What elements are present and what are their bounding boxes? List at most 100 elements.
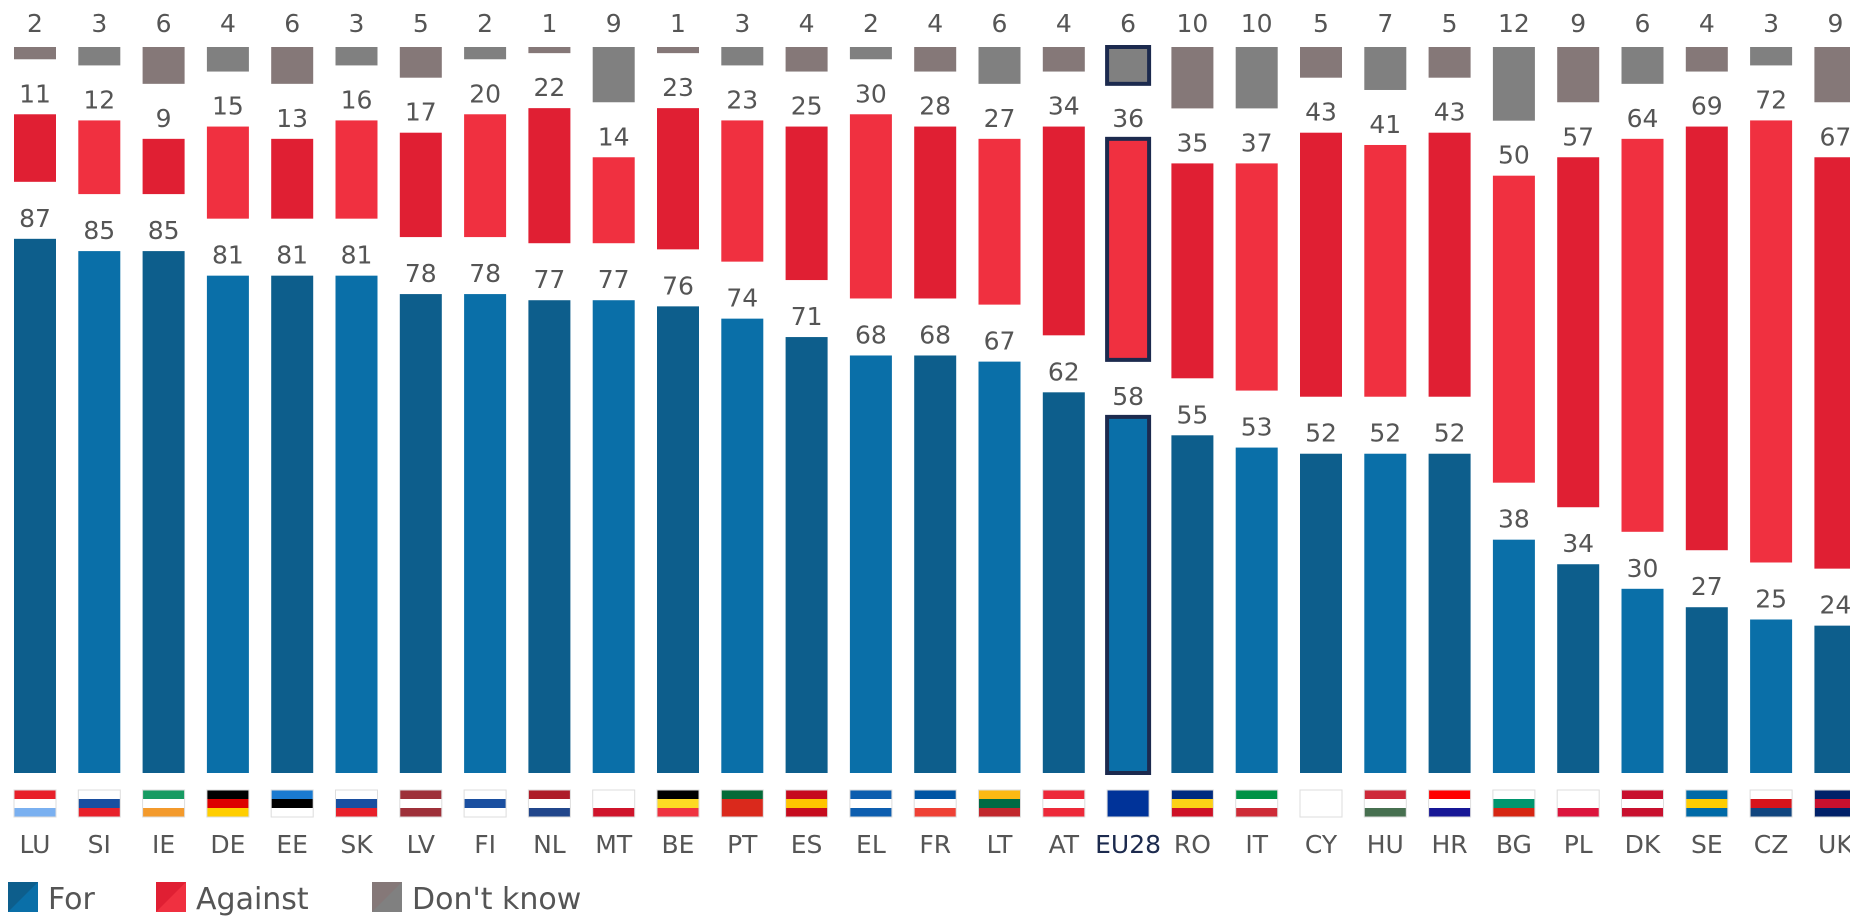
value-label: 30: [855, 79, 887, 108]
x-tick-label: IT: [1245, 830, 1268, 859]
value-label: 81: [341, 241, 373, 270]
flag: [1171, 790, 1214, 799]
flag-border: [1685, 789, 1729, 818]
flag-border: [527, 789, 571, 818]
flag-border: [1042, 789, 1086, 818]
bar-for: [914, 355, 957, 773]
flag: [978, 790, 1021, 799]
bar-dont-know: [1300, 47, 1342, 78]
bar-against: [1235, 163, 1278, 391]
flag-border: [720, 789, 764, 818]
bar-against: [721, 120, 764, 262]
bar-dont-know: [1557, 47, 1600, 103]
flag: [1621, 790, 1664, 799]
value-label: 27: [984, 104, 1016, 133]
bar-for: [464, 294, 507, 773]
flag-border: [335, 789, 378, 818]
bar-dont-know: [849, 47, 892, 60]
bar-for: [399, 294, 442, 773]
value-label: 50: [1498, 141, 1530, 170]
bar-dont-know: [335, 47, 378, 66]
x-tick-label: CY: [1305, 830, 1338, 859]
value-label: 87: [19, 204, 51, 233]
flag: [657, 799, 699, 808]
flag: [657, 790, 699, 799]
flag: [1814, 808, 1850, 817]
value-label: 58: [1112, 382, 1144, 411]
bar-dont-know: [399, 47, 442, 78]
value-label: 57: [1562, 122, 1594, 151]
value-label: 43: [1305, 98, 1337, 127]
flag: [721, 790, 764, 799]
bar-for: [1621, 588, 1664, 773]
flag: [1750, 790, 1793, 799]
x-tick-label: FI: [474, 830, 496, 859]
value-label: 37: [1241, 128, 1273, 157]
x-tick-label: EL: [856, 830, 886, 859]
bar-dont-know: [1171, 47, 1214, 109]
x-tick-label: AT: [1049, 830, 1080, 859]
flag: [785, 808, 828, 817]
bar-for: [1042, 392, 1085, 773]
bar-dont-know: [464, 47, 507, 60]
flag: [1492, 808, 1535, 817]
value-label: 22: [533, 73, 565, 102]
value-label: 5: [1442, 9, 1458, 38]
bar-for: [657, 306, 699, 773]
x-tick-label: FR: [919, 830, 951, 859]
flag-border: [13, 789, 57, 818]
flag: [335, 808, 378, 817]
bar-for: [849, 355, 892, 773]
bar-dont-know: [1814, 47, 1850, 103]
flag: [1171, 808, 1214, 817]
flag: [528, 808, 571, 817]
flag: [1750, 799, 1793, 808]
flag: [528, 799, 571, 808]
bar-against: [657, 108, 699, 250]
value-label: 38: [1498, 505, 1530, 534]
value-label: 16: [341, 85, 373, 114]
flag: [1814, 790, 1850, 799]
bar-for: [1750, 619, 1793, 773]
flag: [1171, 799, 1214, 808]
bar-dont-know: [721, 47, 764, 66]
flag-border: [1106, 789, 1150, 818]
value-label: 77: [533, 265, 565, 294]
flag-border: [1621, 789, 1664, 818]
value-label: 9: [156, 104, 172, 133]
value-label: 23: [662, 73, 694, 102]
flag: [335, 790, 378, 799]
legend-label: For: [48, 882, 96, 916]
bar-dont-know: [1685, 47, 1728, 72]
value-label: 30: [1627, 554, 1659, 583]
x-tick-label: LT: [987, 830, 1013, 859]
flag-border: [463, 789, 507, 818]
bar-dont-know: [785, 47, 828, 72]
x-tick-label: HR: [1432, 830, 1468, 859]
x-tick-label: PL: [1564, 830, 1593, 859]
bar-dont-know: [206, 47, 249, 72]
flag: [528, 790, 571, 799]
flag: [978, 799, 1021, 808]
value-label: 2: [863, 9, 879, 38]
flag: [206, 790, 249, 799]
bar-dont-know: [1042, 47, 1085, 72]
bar-against: [1171, 163, 1214, 379]
bar-dont-know: [14, 47, 56, 60]
flag: [335, 799, 378, 808]
bar-for: [1105, 414, 1152, 775]
value-label: 28: [919, 92, 951, 121]
flag: [1042, 808, 1085, 817]
flag: [271, 808, 314, 817]
flag: [1492, 799, 1535, 808]
flag: [464, 799, 507, 808]
flag: [399, 799, 442, 808]
flag: [1300, 790, 1342, 799]
flag: [1428, 790, 1471, 799]
value-label: 9: [1570, 9, 1586, 38]
bar-for: [592, 300, 635, 773]
value-label: 7: [1377, 9, 1393, 38]
bar-against: [271, 138, 314, 219]
bar-dont-know: [142, 47, 185, 84]
bar-dont-know: [528, 47, 571, 54]
